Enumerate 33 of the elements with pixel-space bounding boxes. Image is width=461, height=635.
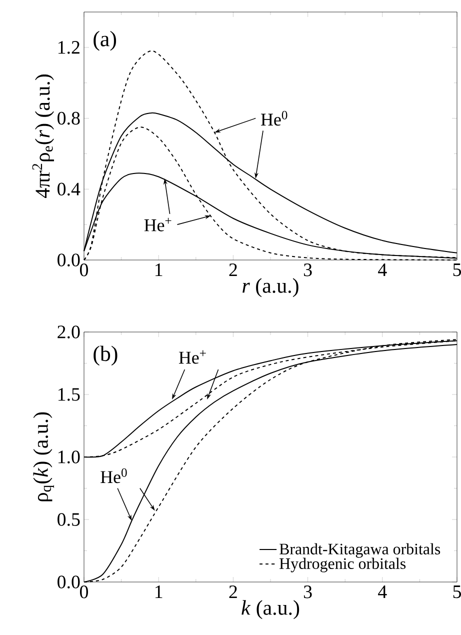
- x-tick-label: 1: [156, 586, 162, 598]
- x-tick-label: 3: [304, 264, 312, 276]
- y-tick-label: 0.5: [58, 513, 80, 526]
- y-tick-label: 1.2: [58, 41, 80, 54]
- x-tick-label: 5: [453, 264, 461, 276]
- x-tick-label: 2: [229, 264, 237, 276]
- x-tick-label: 4: [378, 264, 387, 276]
- annotation: (a): [94, 30, 116, 51]
- y-tick-label: 2.0: [58, 326, 80, 338]
- annotation: He$^{+}$: [178, 350, 206, 364]
- x-tick-label: 0: [80, 586, 88, 598]
- x-tick-label: 5: [453, 586, 461, 598]
- y-axis-title: ρ$_{q}$(k) (a.u.): [33, 412, 54, 502]
- legend-label: Brandt-Kitagawa orbitals: [280, 543, 440, 558]
- x-tick-label: 2: [229, 586, 237, 598]
- x-tick-label: 0: [80, 264, 88, 276]
- annotation: (b): [94, 346, 118, 366]
- y-tick-label: 0.0: [58, 254, 80, 266]
- y-tick-label: 0.0: [58, 576, 80, 588]
- x-tick-label: 4: [378, 586, 387, 598]
- y-tick-label: 1.0: [58, 450, 80, 464]
- x-tick-label: 3: [304, 586, 312, 598]
- annotation: He$^{0}$: [100, 468, 127, 484]
- x-axis-title: r (a.u.): [242, 278, 298, 298]
- x-axis-title: k (a.u.): [242, 600, 300, 620]
- y-tick-label: 1.5: [58, 388, 80, 401]
- y-tick-label: 0.8: [58, 112, 80, 125]
- legend-label: Hydrogenic orbitals: [280, 558, 406, 572]
- y-tick-label: 0.4: [58, 182, 80, 196]
- annotation: He$^{0}$: [261, 110, 288, 126]
- y-axis-title: 4πr$^{2}$ρ$_{e}$(r) (a.u.): [32, 74, 54, 198]
- x-tick-label: 1: [156, 264, 162, 276]
- annotation: He$^{+}$: [144, 218, 172, 232]
